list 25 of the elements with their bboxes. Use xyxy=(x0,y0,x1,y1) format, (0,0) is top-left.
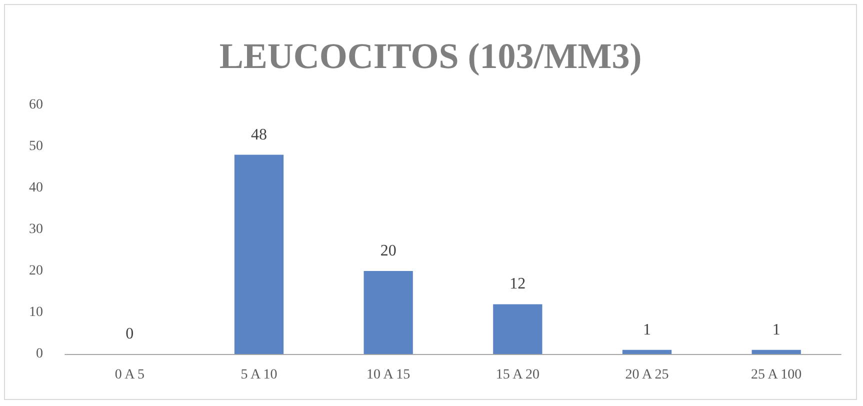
y-tick-label: 0 xyxy=(36,346,43,362)
data-label: 48 xyxy=(251,126,267,144)
data-label: 0 xyxy=(126,326,134,342)
data-label: 12 xyxy=(510,276,526,293)
x-tick-label: 0 A 5 xyxy=(114,368,144,382)
y-tick-label: 50 xyxy=(29,139,43,154)
y-tick-label: 30 xyxy=(29,222,43,237)
y-tick-label: 60 xyxy=(29,98,43,112)
bar xyxy=(622,350,672,354)
x-tick-label: 20 A 25 xyxy=(625,368,669,382)
x-tick-label: 15 A 20 xyxy=(496,368,540,382)
bar xyxy=(364,271,413,354)
bar xyxy=(234,154,284,354)
data-label: 1 xyxy=(643,321,651,338)
bar xyxy=(752,350,801,354)
x-tick-label: 5 A 10 xyxy=(240,368,278,382)
data-label: 1 xyxy=(772,321,780,338)
x-tick-label: 25 A 100 xyxy=(751,368,802,382)
x-tick-label: 10 A 15 xyxy=(366,368,410,382)
y-tick-label: 40 xyxy=(29,180,43,196)
chart-title: LEUCOCITOS (103/MM3) xyxy=(219,36,642,76)
y-tick-label: 10 xyxy=(29,305,43,320)
y-tick-label: 20 xyxy=(29,264,43,278)
data-label: 20 xyxy=(380,242,396,260)
bar xyxy=(493,304,542,354)
